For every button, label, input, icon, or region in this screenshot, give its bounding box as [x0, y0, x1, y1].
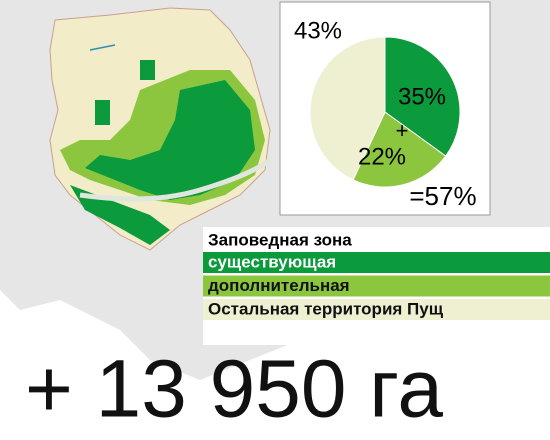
stream: [89, 44, 116, 51]
area-total: + 13 950 га: [25, 344, 443, 435]
legend-swatch: [203, 299, 550, 320]
legend-title: Заповедная зона: [208, 230, 352, 249]
legend-label: Остальная территория Пущ: [208, 299, 444, 318]
pie-slice: [384, 36, 461, 157]
annotation: +: [396, 118, 409, 143]
pie: [309, 36, 461, 188]
legend-label: существующая: [208, 252, 336, 271]
legend-rows: существующая дополнительная Остальная терр…: [203, 252, 550, 320]
pie-label: 43%: [294, 17, 342, 44]
existing-zone: [85, 80, 255, 200]
pie-slice: [309, 36, 386, 181]
legend-swatch: [203, 252, 550, 273]
annotation: =57%: [409, 181, 476, 211]
legend-label: дополнительная: [208, 276, 350, 295]
river: [79, 157, 272, 202]
pie-label: 22%: [358, 143, 406, 170]
pie-label: 35%: [398, 83, 446, 110]
legend-swatch: [203, 275, 550, 297]
